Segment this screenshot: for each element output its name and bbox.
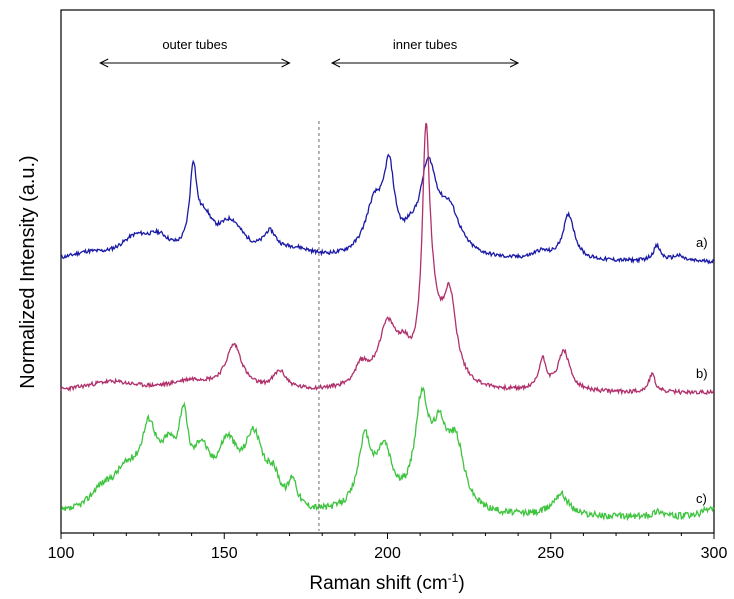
x-axis-title-main: Raman shift (cm: [309, 573, 447, 594]
annotation-1: inner tubes: [330, 37, 520, 68]
arrowhead-icon: [509, 58, 520, 68]
spectrum-line-c: [60, 385, 715, 522]
x-axis-ticks: 100 150 200 250 300: [48, 533, 728, 562]
x-tick-label: 200: [374, 545, 401, 562]
annotation-label: outer tubes: [162, 37, 228, 52]
y-axis-title: Normalized Intensity (a.u.): [17, 155, 39, 388]
x-axis-title: Raman shift (cm-1): [309, 571, 464, 594]
spectrum-label-c: c): [696, 491, 707, 506]
x-tick-label: 100: [48, 545, 75, 562]
spectrum-label-a: a): [696, 235, 708, 250]
spectrum-label-b: b): [696, 366, 708, 381]
series-layer: a) b) c): [60, 122, 715, 522]
plot-frame: [60, 9, 715, 534]
x-tick-label: 150: [211, 545, 238, 562]
arrowhead-icon: [281, 58, 291, 68]
arrowhead-icon: [330, 58, 341, 68]
x-tick-label: 300: [701, 545, 728, 562]
x-axis-title-superscript: -1: [448, 571, 459, 585]
arrowhead-icon: [99, 58, 109, 68]
spectrum-line-b: [60, 122, 715, 396]
spectrum-line-a: [60, 153, 715, 265]
annotation-0: outer tubes: [99, 37, 291, 68]
annotation-layer: outer tubes inner tubes: [99, 37, 520, 68]
x-axis-title-close: ): [458, 573, 464, 594]
annotation-label: inner tubes: [393, 37, 458, 52]
x-tick-label: 250: [537, 545, 564, 562]
